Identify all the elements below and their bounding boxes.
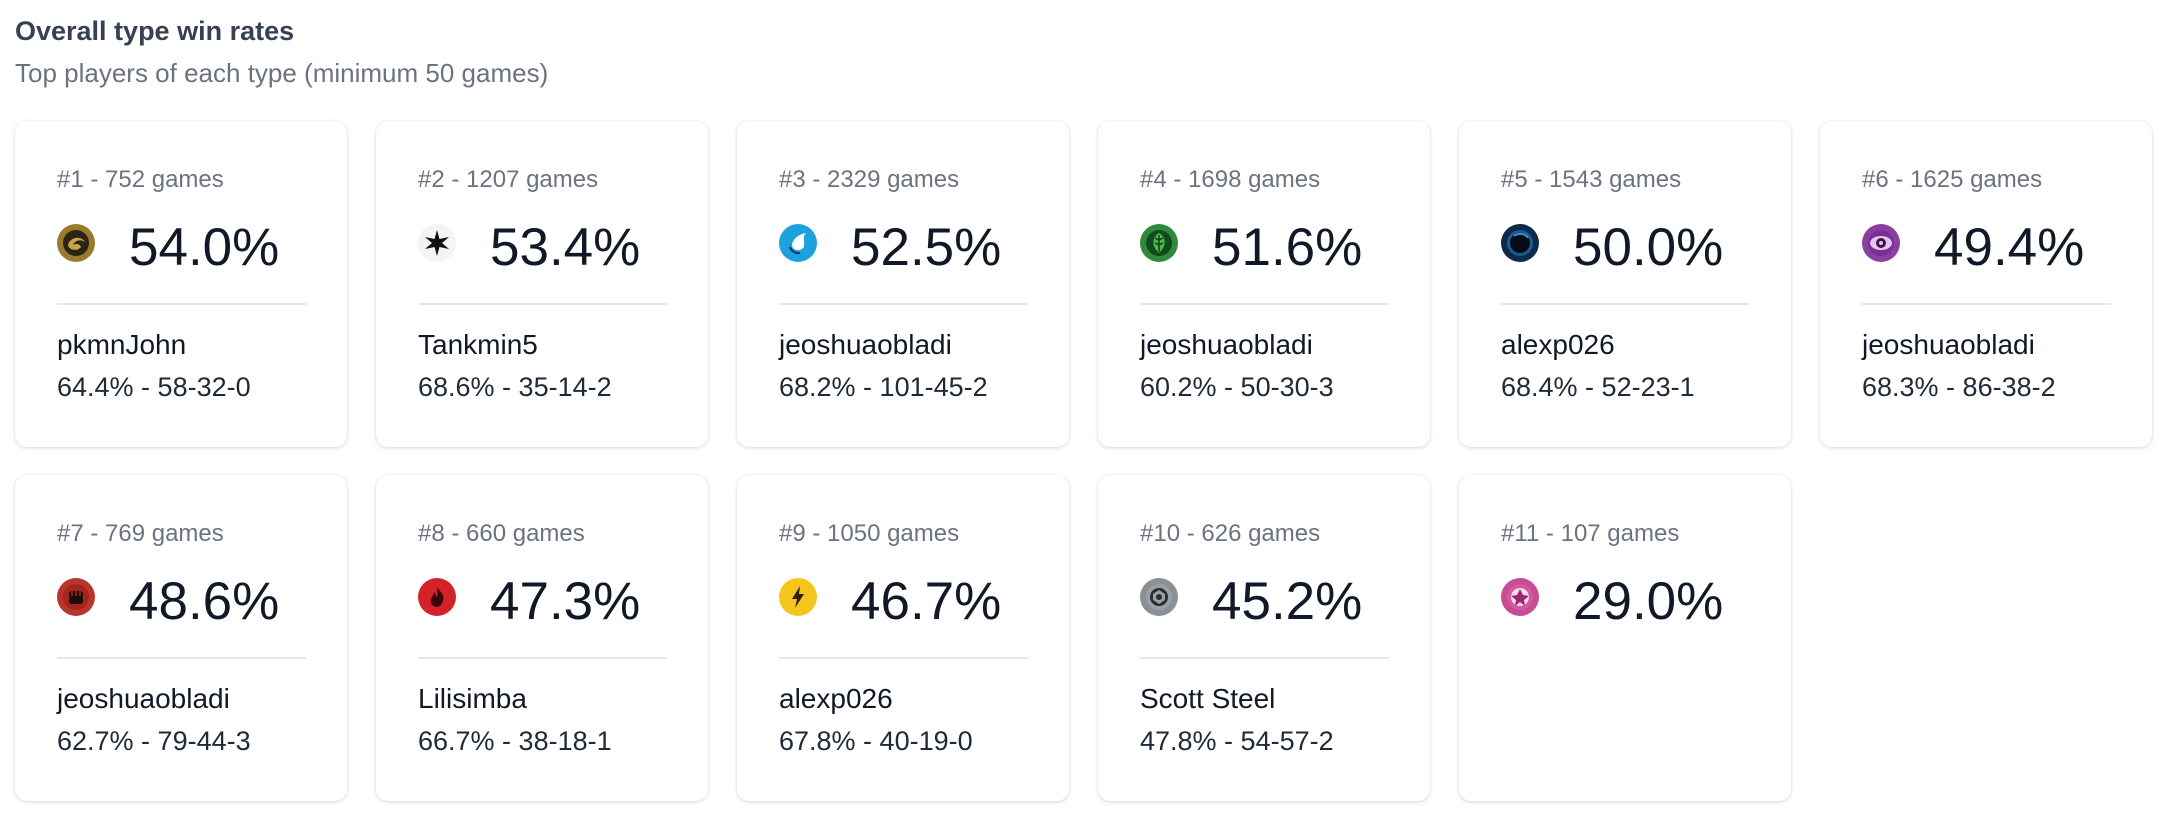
win-rate-row: 49.4% <box>1862 213 2084 283</box>
rank-games: #4 - 1698 games <box>1140 166 1321 193</box>
win-rate: 53.4% <box>490 218 641 277</box>
type-card[interactable]: #1 - 752 games 54.0% pkmnJohn 64.4% - 58… <box>15 121 347 447</box>
divider <box>779 303 1028 305</box>
divider <box>1501 303 1750 305</box>
type-card[interactable]: #10 - 626 games 45.2% Scott Steel 47.8% … <box>1098 475 1430 801</box>
player-record: 47.8% - 54-57-2 <box>1140 726 1334 756</box>
player-name: jeoshuaobladi <box>57 683 230 714</box>
win-rate: 49.4% <box>1934 218 2085 277</box>
divider <box>779 657 1028 659</box>
win-rate-row: 48.6% <box>57 567 279 637</box>
player-record: 67.8% - 40-19-0 <box>779 726 973 756</box>
player-record: 68.6% - 35-14-2 <box>418 372 612 402</box>
win-rate-row: 53.4% <box>418 213 640 283</box>
type-card[interactable]: #8 - 660 games 47.3% Lilisimba 66.7% - 3… <box>376 475 708 801</box>
player-name: Scott Steel <box>1140 683 1276 714</box>
player-name: Tankmin5 <box>418 329 538 360</box>
player-record: 68.2% - 101-45-2 <box>779 372 988 402</box>
player-record: 68.4% - 52-23-1 <box>1501 372 1695 402</box>
player-name: jeoshuaobladi <box>1140 329 1313 360</box>
section-subtitle: Top players of each type (minimum 50 gam… <box>15 58 549 88</box>
win-rate-row: 50.0% <box>1501 213 1723 283</box>
type-card[interactable]: #5 - 1543 games 50.0% alexp026 68.4% - 5… <box>1459 121 1791 447</box>
divider <box>418 657 667 659</box>
win-rate: 50.0% <box>1573 218 1724 277</box>
win-rate-row: 45.2% <box>1140 567 1362 637</box>
win-rate-row: 47.3% <box>418 567 640 637</box>
win-rate-row: 46.7% <box>779 567 1001 637</box>
player-record: 66.7% - 38-18-1 <box>418 726 612 756</box>
type-card[interactable]: #11 - 107 games 29.0% <box>1459 475 1791 801</box>
divider <box>418 303 667 305</box>
rank-games: #11 - 107 games <box>1501 520 1680 547</box>
player-record: 64.4% - 58-32-0 <box>57 372 251 402</box>
win-rate: 52.5% <box>851 218 1002 277</box>
type-cards-grid: #1 - 752 games 54.0% pkmnJohn 64.4% - 58… <box>15 121 2152 801</box>
rank-games: #2 - 1207 games <box>418 166 599 193</box>
grass-type-icon <box>1140 224 1178 262</box>
win-rate: 29.0% <box>1573 572 1724 631</box>
player-name: alexp026 <box>779 683 893 714</box>
rank-games: #5 - 1543 games <box>1501 166 1682 193</box>
player-name: Lilisimba <box>418 683 527 714</box>
player-record: 68.3% - 86-38-2 <box>1862 372 2056 402</box>
rank-games: #9 - 1050 games <box>779 520 960 547</box>
rank-games: #8 - 660 games <box>418 520 585 547</box>
lightning-type-icon <box>779 578 817 616</box>
player-name: jeoshuaobladi <box>779 329 952 360</box>
win-rate: 46.7% <box>851 572 1002 631</box>
rank-games: #10 - 626 games <box>1140 520 1321 547</box>
fire-type-icon <box>418 578 456 616</box>
win-rate: 51.6% <box>1212 218 1363 277</box>
win-rate-row: 52.5% <box>779 213 1001 283</box>
fighting-fist-type-icon <box>57 578 95 616</box>
player-name: jeoshuaobladi <box>1862 329 2035 360</box>
psychic-eye-type-icon <box>1862 224 1900 262</box>
metal-type-icon <box>1140 578 1178 616</box>
section-header: Overall type win rates Top players of ea… <box>15 12 548 92</box>
player-record: 60.2% - 50-30-3 <box>1140 372 1334 402</box>
water-type-icon <box>779 224 817 262</box>
player-name: pkmnJohn <box>57 329 187 360</box>
rank-games: #1 - 752 games <box>57 166 224 193</box>
win-rate: 47.3% <box>490 572 641 631</box>
section-title: Overall type win rates <box>15 16 295 46</box>
win-rate-row: 54.0% <box>57 213 279 283</box>
player-record: 62.7% - 79-44-3 <box>57 726 251 756</box>
dark-type-icon <box>57 224 95 262</box>
divider <box>1140 657 1389 659</box>
type-card[interactable]: #3 - 2329 games 52.5% jeoshuaobladi 68.2… <box>737 121 1069 447</box>
win-rate-row: 51.6% <box>1140 213 1362 283</box>
rank-games: #6 - 1625 games <box>1862 166 2043 193</box>
divider <box>1862 303 2111 305</box>
type-card[interactable]: #7 - 769 games 48.6% jeoshuaobladi 62.7%… <box>15 475 347 801</box>
darkness-orb-icon <box>1501 224 1539 262</box>
type-card[interactable]: #2 - 1207 games 53.4% Tankmin5 68.6% - 3… <box>376 121 708 447</box>
win-rate-row: 29.0% <box>1501 567 1723 637</box>
player-name: alexp026 <box>1501 329 1615 360</box>
type-card[interactable]: #6 - 1625 games 49.4% jeoshuaobladi 68.3… <box>1820 121 2152 447</box>
win-rate: 54.0% <box>129 218 280 277</box>
type-card[interactable]: #4 - 1698 games 51.6% jeoshuaobladi 60.2… <box>1098 121 1430 447</box>
win-rate: 48.6% <box>129 572 280 631</box>
fairy-type-icon <box>1501 578 1539 616</box>
divider <box>57 303 306 305</box>
rank-games: #3 - 2329 games <box>779 166 960 193</box>
win-rate: 45.2% <box>1212 572 1363 631</box>
normal-star-type-icon <box>418 224 456 262</box>
type-card[interactable]: #9 - 1050 games 46.7% alexp026 67.8% - 4… <box>737 475 1069 801</box>
divider <box>57 657 306 659</box>
rank-games: #7 - 769 games <box>57 520 224 547</box>
divider <box>1140 303 1389 305</box>
